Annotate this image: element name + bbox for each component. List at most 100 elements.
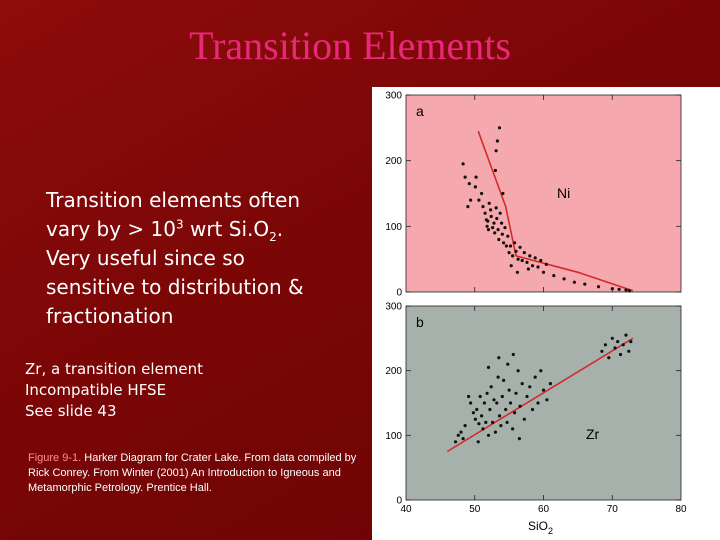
data-point [505, 420, 509, 424]
data-point [629, 340, 633, 344]
data-point [486, 365, 491, 369]
data-point [482, 401, 486, 405]
data-point [493, 168, 497, 173]
data-point [508, 401, 513, 405]
y-tick-label: 200 [385, 156, 402, 167]
caption-text: Harker Diagram for Crater Lake. From dat… [28, 452, 357, 494]
data-point [494, 149, 498, 153]
data-point [499, 424, 503, 428]
x-axis-title-subscript: 2 [548, 526, 553, 536]
data-point [528, 385, 532, 389]
data-point [495, 139, 499, 143]
data-point [541, 388, 546, 392]
body-line-part: . [276, 217, 284, 241]
data-point [488, 407, 492, 412]
harker-chart: 0 100 200 300 a Ni 0 100 200 300 b Zr 40 50 60 70 80 SiO2 [385, 91, 687, 537]
data-point [501, 191, 505, 196]
data-point [530, 264, 535, 268]
x-tick-label: 60 [538, 504, 550, 515]
panel-background [405, 305, 682, 501]
data-point [471, 411, 475, 415]
y-tick-label: 100 [385, 222, 402, 233]
data-point [487, 201, 491, 205]
data-point [467, 394, 471, 399]
data-point [493, 231, 497, 235]
data-point [572, 280, 576, 284]
panel-a: 0 100 200 300 a Ni [385, 91, 682, 299]
data-point [481, 205, 485, 209]
trend-line [446, 337, 634, 453]
data-point [518, 245, 522, 249]
data-point [507, 251, 511, 255]
data-point [498, 211, 502, 215]
data-point [583, 282, 587, 286]
series-label: Ni [557, 185, 570, 201]
data-point [514, 249, 518, 253]
data-point [545, 398, 549, 402]
data-point [456, 433, 460, 437]
data-point [463, 175, 467, 179]
data-point [544, 262, 548, 266]
data-point [517, 437, 521, 441]
y-tick-label: 300 [385, 302, 402, 313]
data-point [511, 254, 515, 258]
y-tick-label: 300 [385, 91, 402, 102]
data-point [509, 264, 513, 268]
data-point [513, 241, 517, 245]
data-point [627, 289, 631, 293]
body-text: Transition elements often vary by > 103 … [46, 186, 366, 331]
data-point [539, 258, 543, 263]
series-label: Zr [586, 426, 600, 442]
data-point [525, 260, 529, 264]
data-point [489, 208, 493, 212]
exponent: 3 [175, 217, 184, 232]
data-point [486, 219, 490, 223]
data-point [483, 211, 487, 215]
data-point [494, 206, 498, 210]
data-point [497, 237, 501, 242]
data-point [552, 274, 556, 278]
data-point [610, 336, 614, 340]
data-point [616, 340, 620, 344]
data-point [506, 234, 510, 238]
data-point [500, 232, 504, 236]
data-point [514, 391, 518, 395]
data-point [603, 343, 607, 347]
data-point [480, 414, 484, 418]
data-point [477, 422, 481, 426]
x-axis-title: SiO2 [528, 519, 553, 536]
data-point [461, 162, 465, 166]
data-point [539, 369, 543, 373]
panel-b: 0 100 200 300 b Zr 40 50 60 70 80 SiO2 [385, 302, 687, 537]
data-point [492, 221, 496, 225]
trend-line [477, 130, 634, 292]
data-point [520, 258, 524, 263]
y-tick-label: 200 [385, 366, 402, 377]
data-point [459, 430, 463, 434]
data-point [489, 385, 493, 389]
data-point [516, 369, 520, 373]
panel-label: a [416, 103, 424, 119]
data-point [613, 346, 617, 350]
body-line: vary by > 103 wrt Si.O2. [46, 215, 366, 244]
data-point [562, 277, 566, 281]
data-point [469, 198, 473, 202]
data-point [503, 226, 507, 230]
data-point [473, 185, 477, 189]
data-point [474, 175, 478, 179]
data-point [518, 404, 522, 408]
data-point [530, 407, 535, 412]
data-point [627, 349, 631, 353]
data-point [506, 362, 510, 366]
data-point [485, 224, 489, 228]
body-line: sensitive to distribution & [46, 275, 304, 299]
body-line-part: wrt Si.O [183, 217, 270, 241]
data-point [475, 407, 479, 412]
slide-title: Transition Elements [189, 23, 511, 68]
data-point [617, 287, 621, 291]
data-point [480, 191, 484, 196]
data-point [507, 388, 511, 392]
data-point [463, 424, 467, 428]
data-point [502, 241, 506, 245]
data-point [522, 251, 526, 255]
